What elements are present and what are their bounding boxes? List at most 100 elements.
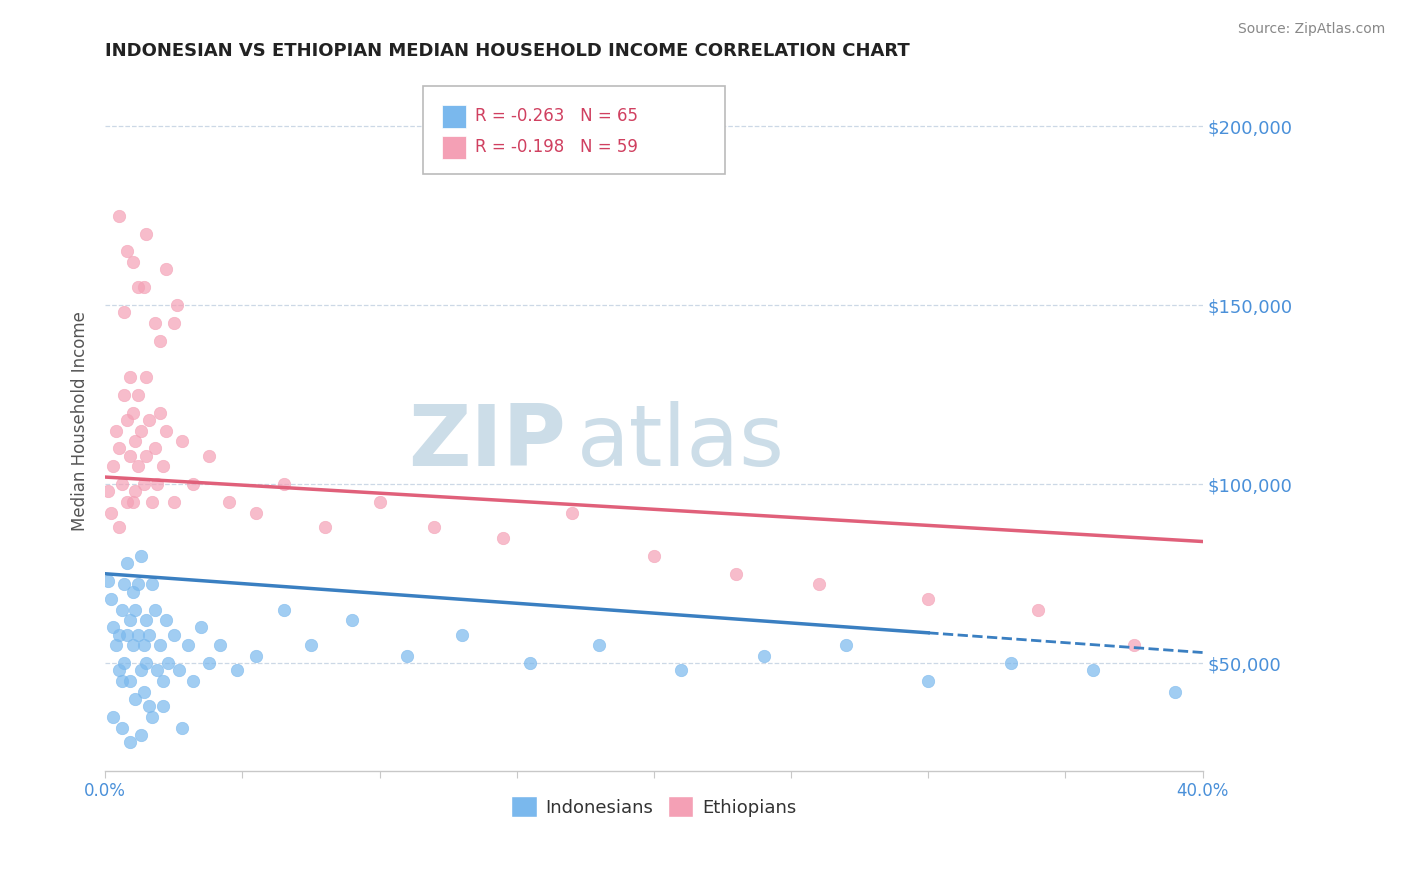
Text: atlas: atlas bbox=[576, 401, 785, 484]
Point bbox=[170, 434, 193, 449]
Text: Source: ZipAtlas.com: Source: ZipAtlas.com bbox=[1237, 22, 1385, 37]
Legend: Indonesians, Ethiopians: Indonesians, Ethiopians bbox=[505, 789, 804, 824]
Point bbox=[127, 387, 149, 401]
Point bbox=[155, 424, 177, 438]
FancyBboxPatch shape bbox=[423, 87, 725, 174]
Point bbox=[143, 442, 166, 456]
Point bbox=[314, 520, 336, 534]
Point bbox=[152, 699, 174, 714]
Point bbox=[121, 584, 143, 599]
Point bbox=[138, 413, 160, 427]
Point bbox=[149, 639, 172, 653]
Point bbox=[917, 591, 939, 606]
Point bbox=[146, 664, 169, 678]
Point bbox=[115, 413, 138, 427]
Text: ZIP: ZIP bbox=[408, 401, 567, 484]
Point bbox=[835, 639, 858, 653]
Point bbox=[97, 574, 120, 588]
Point bbox=[118, 674, 141, 689]
Point bbox=[218, 495, 240, 509]
Point bbox=[121, 255, 143, 269]
Point bbox=[108, 520, 131, 534]
Point bbox=[127, 280, 149, 294]
Y-axis label: Median Household Income: Median Household Income bbox=[72, 311, 89, 532]
Point bbox=[118, 449, 141, 463]
Point bbox=[115, 495, 138, 509]
Point bbox=[100, 506, 122, 520]
Point bbox=[299, 639, 322, 653]
Point bbox=[108, 442, 131, 456]
Point bbox=[129, 728, 152, 742]
Point bbox=[149, 406, 172, 420]
Point bbox=[146, 477, 169, 491]
Point bbox=[124, 484, 146, 499]
Bar bbox=[441, 136, 467, 159]
Point bbox=[135, 369, 157, 384]
Bar bbox=[441, 105, 467, 128]
Point bbox=[132, 280, 155, 294]
Point bbox=[143, 602, 166, 616]
Point bbox=[124, 434, 146, 449]
Point bbox=[105, 424, 128, 438]
Point bbox=[115, 244, 138, 259]
Point bbox=[132, 685, 155, 699]
Point bbox=[725, 566, 748, 581]
Point bbox=[132, 639, 155, 653]
Point bbox=[118, 369, 141, 384]
Point bbox=[273, 602, 295, 616]
Point bbox=[273, 477, 295, 491]
Point bbox=[1164, 685, 1187, 699]
Point bbox=[149, 334, 172, 348]
Point bbox=[111, 674, 134, 689]
Point bbox=[1123, 639, 1146, 653]
Point bbox=[112, 577, 135, 591]
Point bbox=[198, 657, 221, 671]
Point bbox=[152, 459, 174, 474]
Point bbox=[190, 620, 212, 634]
Point bbox=[209, 639, 232, 653]
Point bbox=[103, 710, 125, 724]
Text: INDONESIAN VS ETHIOPIAN MEDIAN HOUSEHOLD INCOME CORRELATION CHART: INDONESIAN VS ETHIOPIAN MEDIAN HOUSEHOLD… bbox=[105, 42, 910, 60]
Point bbox=[1000, 657, 1022, 671]
Point bbox=[170, 721, 193, 735]
Point bbox=[561, 506, 583, 520]
Point bbox=[163, 627, 186, 641]
Point bbox=[127, 577, 149, 591]
Point bbox=[135, 449, 157, 463]
Point bbox=[118, 735, 141, 749]
Point bbox=[163, 316, 186, 330]
Point bbox=[588, 639, 610, 653]
Point bbox=[121, 406, 143, 420]
Point bbox=[108, 664, 131, 678]
Point bbox=[135, 613, 157, 627]
Point bbox=[141, 710, 163, 724]
Point bbox=[166, 298, 188, 312]
Point bbox=[225, 664, 247, 678]
Point bbox=[97, 484, 120, 499]
Point bbox=[121, 639, 143, 653]
Point bbox=[129, 424, 152, 438]
Point bbox=[124, 692, 146, 706]
Point bbox=[198, 449, 221, 463]
Point bbox=[103, 620, 125, 634]
Point bbox=[129, 664, 152, 678]
Point bbox=[1081, 664, 1104, 678]
Point bbox=[519, 657, 541, 671]
Point bbox=[138, 627, 160, 641]
Point bbox=[492, 531, 515, 545]
Point bbox=[112, 387, 135, 401]
Point bbox=[115, 627, 138, 641]
Point bbox=[138, 699, 160, 714]
Point bbox=[105, 639, 128, 653]
Point bbox=[423, 520, 446, 534]
Point bbox=[108, 627, 131, 641]
Point bbox=[450, 627, 472, 641]
Point bbox=[111, 602, 134, 616]
Point bbox=[245, 649, 267, 664]
Point bbox=[129, 549, 152, 563]
Point bbox=[340, 613, 363, 627]
Point bbox=[752, 649, 775, 664]
Point bbox=[807, 577, 830, 591]
Point bbox=[245, 506, 267, 520]
Point bbox=[135, 227, 157, 241]
